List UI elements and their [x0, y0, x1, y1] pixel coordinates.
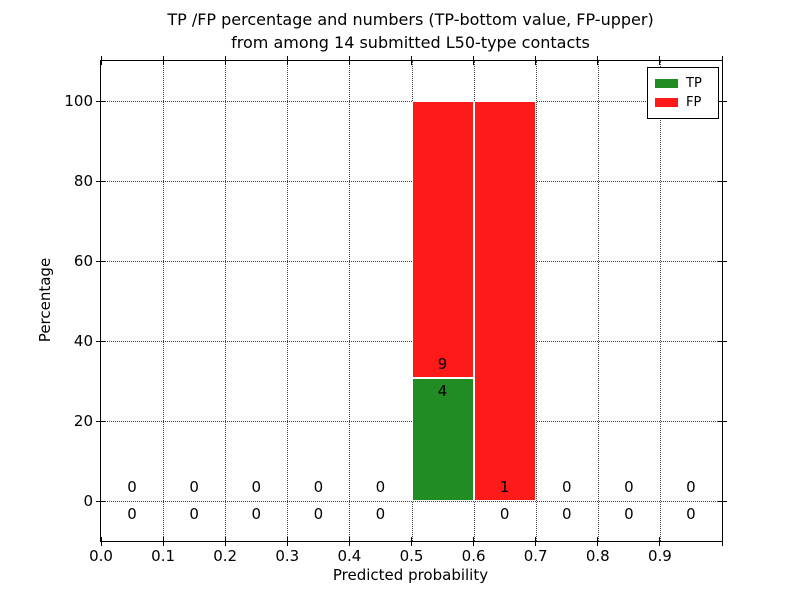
x-tick-top	[535, 56, 537, 65]
y-tick-left	[96, 180, 105, 182]
fp-bar-segment	[473, 101, 536, 501]
y-tick-right	[718, 180, 727, 182]
x-tick-bottom	[162, 537, 164, 546]
fp-count-label: 0	[127, 478, 137, 496]
plot-area: 0.0 0.1 0.2 0.3 0.4 0.5 0.6 0.7 0.8 0.9 0 20 40 60 80 1…	[64, 56, 727, 565]
v-gridline	[535, 61, 537, 541]
x-tick-top	[100, 56, 102, 65]
x-tick-label: 0.9	[647, 547, 672, 565]
x-tick-top	[597, 56, 599, 65]
y-tick-right	[718, 500, 727, 502]
tp-count-label: 0	[251, 505, 261, 523]
tp-legend-label: TP	[686, 75, 702, 91]
y-tick-label: 0	[83, 492, 93, 510]
y-tick-label: 60	[73, 252, 93, 270]
fp-count-label: 0	[375, 478, 386, 496]
x-tick-label: 0.5	[399, 547, 424, 565]
x-tick-top	[411, 56, 412, 65]
x-tick-label: 0.0	[89, 547, 113, 565]
tp-count-label: 0	[499, 505, 510, 523]
x-tick-bottom	[659, 537, 661, 546]
chart-title-line-1: TP /FP percentage and numbers (TP-bottom…	[167, 10, 654, 29]
x-tick-bottom	[535, 537, 537, 546]
fp-count-label: 0	[189, 478, 199, 496]
x-tick-label: 0.3	[275, 547, 300, 565]
y-tick-label: 100	[64, 92, 93, 110]
fp-count-label: 1	[499, 478, 510, 496]
legend-entry-fp: FP	[648, 94, 718, 110]
x-tick-label: 0.6	[461, 547, 486, 565]
x-tick-label: 0.2	[213, 547, 238, 565]
y-tick-left	[96, 260, 105, 262]
y-tick-label: 80	[73, 172, 93, 190]
v-gridline	[597, 61, 599, 541]
x-axis-label: Predicted probability	[332, 566, 489, 584]
x-tick-bottom	[286, 537, 288, 546]
x-tick-bottom	[224, 537, 226, 546]
x-tick-top	[473, 56, 475, 65]
x-tick-top	[224, 56, 226, 65]
y-tick-left	[96, 500, 105, 502]
tp-count-label: 0	[189, 505, 199, 523]
y-tick-right	[718, 100, 727, 102]
legend: TP FP	[647, 67, 719, 119]
fp-count-label: 9	[437, 354, 448, 373]
fp-count-label: 0	[686, 478, 696, 496]
fp-legend-label: FP	[686, 94, 702, 110]
fp-legend-swatch	[655, 98, 678, 107]
fp-count-label: 0	[624, 478, 634, 496]
fp-bar-segment	[411, 101, 474, 378]
legend-entry-tp: TP	[648, 75, 718, 91]
v-gridline	[659, 61, 661, 541]
x-tick-label: 0.7	[523, 547, 548, 565]
x-tick-label: 0.8	[585, 547, 610, 565]
x-tick-bottom	[100, 537, 102, 546]
x-tick-label: 0.1	[151, 547, 176, 565]
tp-count-label: 0	[313, 505, 324, 523]
x-tick-label: 0.4	[337, 547, 362, 565]
x-tick-top	[162, 56, 164, 65]
y-tick-label: 40	[73, 332, 93, 350]
y-tick-label: 20	[73, 412, 93, 430]
tp-count-label: 0	[686, 505, 696, 523]
x-tick-top	[348, 56, 350, 65]
tp-legend-swatch	[655, 79, 678, 88]
y-tick-right	[718, 340, 727, 342]
fp-count-label: 0	[251, 478, 261, 496]
v-gridline	[225, 61, 227, 541]
tp-bar-segment	[411, 377, 474, 501]
x-tick-top	[286, 56, 288, 65]
x-tick-bottom	[721, 537, 723, 546]
x-tick-top	[721, 56, 723, 65]
y-tick-right	[718, 260, 727, 262]
tp-count-label: 0	[624, 505, 634, 523]
v-gridline	[163, 61, 165, 541]
fp-count-label: 0	[561, 478, 572, 496]
y-tick-left	[96, 420, 105, 422]
x-tick-bottom	[348, 537, 350, 546]
y-tick-right	[718, 420, 727, 422]
x-tick-bottom	[597, 537, 599, 546]
x-tick-top	[659, 56, 661, 65]
y-tick-left	[96, 340, 105, 342]
v-gridline	[287, 61, 289, 541]
fp-count-label: 0	[313, 478, 324, 496]
tp-count-label: 0	[561, 505, 572, 523]
x-tick-bottom	[473, 537, 475, 546]
chart-title: TP /FP percentage and numbers (TP-bottom…	[100, 8, 721, 54]
tp-count-label: 0	[127, 505, 137, 523]
tp-count-label: 4	[437, 381, 448, 400]
x-tick-bottom	[411, 537, 412, 546]
chart-title-line-2: from among 14 submitted L50-type contact…	[231, 33, 590, 52]
tp-count-label: 0	[375, 505, 386, 523]
v-gridline	[349, 61, 351, 541]
y-tick-left	[96, 100, 105, 102]
